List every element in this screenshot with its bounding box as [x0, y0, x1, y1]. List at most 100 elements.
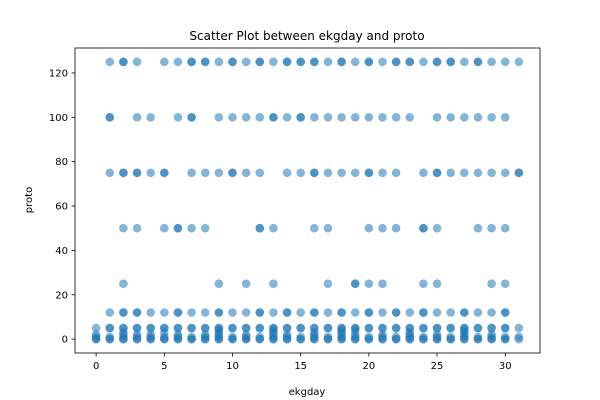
data-point — [187, 334, 196, 344]
data-point — [173, 223, 183, 233]
data-point — [173, 323, 183, 333]
data-point — [350, 113, 360, 122]
data-point — [269, 308, 278, 317]
data-point — [391, 334, 401, 344]
data-point — [473, 57, 483, 67]
data-point — [419, 334, 428, 344]
data-point — [282, 113, 292, 122]
data-point — [241, 334, 251, 344]
data-point — [119, 223, 128, 233]
data-point — [241, 279, 251, 288]
data-point — [391, 113, 401, 122]
data-point — [132, 308, 142, 317]
data-point — [432, 308, 442, 317]
data-point — [500, 113, 510, 122]
data-point — [337, 57, 346, 67]
data-point — [432, 113, 442, 122]
data-point — [323, 308, 333, 317]
data-point — [105, 323, 115, 333]
data-point — [255, 323, 265, 333]
data-point — [214, 308, 224, 317]
data-point — [282, 57, 292, 67]
data-point — [160, 334, 169, 344]
data-point — [337, 113, 346, 122]
data-point — [200, 223, 210, 233]
data-point — [132, 57, 142, 67]
data-point — [310, 57, 319, 67]
y-axis-ticks: 0 20 40 60 80 100 120 — [49, 68, 75, 346]
data-point — [419, 308, 428, 317]
data-point — [391, 323, 401, 333]
data-point — [255, 223, 265, 233]
x-tick-label: 30 — [499, 361, 512, 372]
data-point — [105, 308, 115, 317]
data-point — [160, 168, 169, 178]
data-point — [364, 57, 374, 67]
data-point — [364, 168, 374, 178]
data-point — [391, 308, 401, 317]
data-point — [500, 334, 510, 344]
data-point — [146, 113, 155, 122]
data-point — [378, 279, 387, 288]
y-tick-label: 100 — [49, 113, 68, 124]
data-point — [514, 323, 524, 333]
data-point — [173, 57, 183, 67]
data-point — [405, 308, 415, 317]
data-point — [323, 323, 333, 333]
data-point — [350, 168, 360, 178]
data-point — [460, 57, 469, 67]
data-point — [419, 168, 428, 178]
data-point — [323, 57, 333, 67]
y-tick-label: 60 — [55, 202, 68, 213]
data-point — [391, 223, 401, 233]
data-point — [228, 308, 237, 317]
data-point — [514, 334, 524, 344]
data-point — [269, 334, 278, 344]
data-point — [419, 57, 428, 67]
data-point — [241, 308, 251, 317]
data-point — [296, 113, 305, 122]
data-point — [255, 308, 265, 317]
data-point — [378, 168, 387, 178]
data-point — [282, 334, 292, 344]
data-point — [460, 113, 469, 122]
data-point — [214, 57, 224, 67]
data-point — [487, 113, 496, 122]
data-point — [91, 323, 101, 333]
data-point — [432, 334, 442, 344]
data-point — [187, 308, 196, 317]
data-point — [391, 57, 401, 67]
data-point — [514, 57, 524, 67]
data-point — [241, 323, 251, 333]
data-point — [269, 113, 278, 122]
data-point — [460, 168, 469, 178]
plot-frame — [74, 47, 541, 354]
data-point — [378, 334, 387, 344]
data-point — [228, 323, 237, 333]
data-point — [132, 113, 142, 122]
data-point — [255, 57, 265, 67]
data-point — [405, 57, 415, 67]
data-point — [132, 334, 142, 344]
data-point — [310, 168, 319, 178]
data-point — [500, 279, 510, 288]
data-point — [269, 57, 278, 67]
data-point — [228, 168, 237, 178]
y-tick-label: 20 — [55, 290, 68, 301]
data-point — [187, 168, 196, 178]
data-point — [105, 334, 115, 344]
data-point — [132, 323, 142, 333]
data-point — [473, 168, 483, 178]
data-point — [364, 113, 374, 122]
data-point — [146, 168, 155, 178]
data-point — [405, 113, 415, 122]
data-point — [500, 168, 510, 178]
data-point — [241, 113, 251, 122]
data-point — [364, 308, 374, 317]
data-point — [446, 323, 455, 333]
x-tick-label: 0 — [93, 361, 99, 372]
y-tick-label: 40 — [55, 246, 68, 257]
data-point — [350, 308, 360, 317]
data-point — [460, 308, 469, 317]
data-point — [119, 168, 128, 178]
